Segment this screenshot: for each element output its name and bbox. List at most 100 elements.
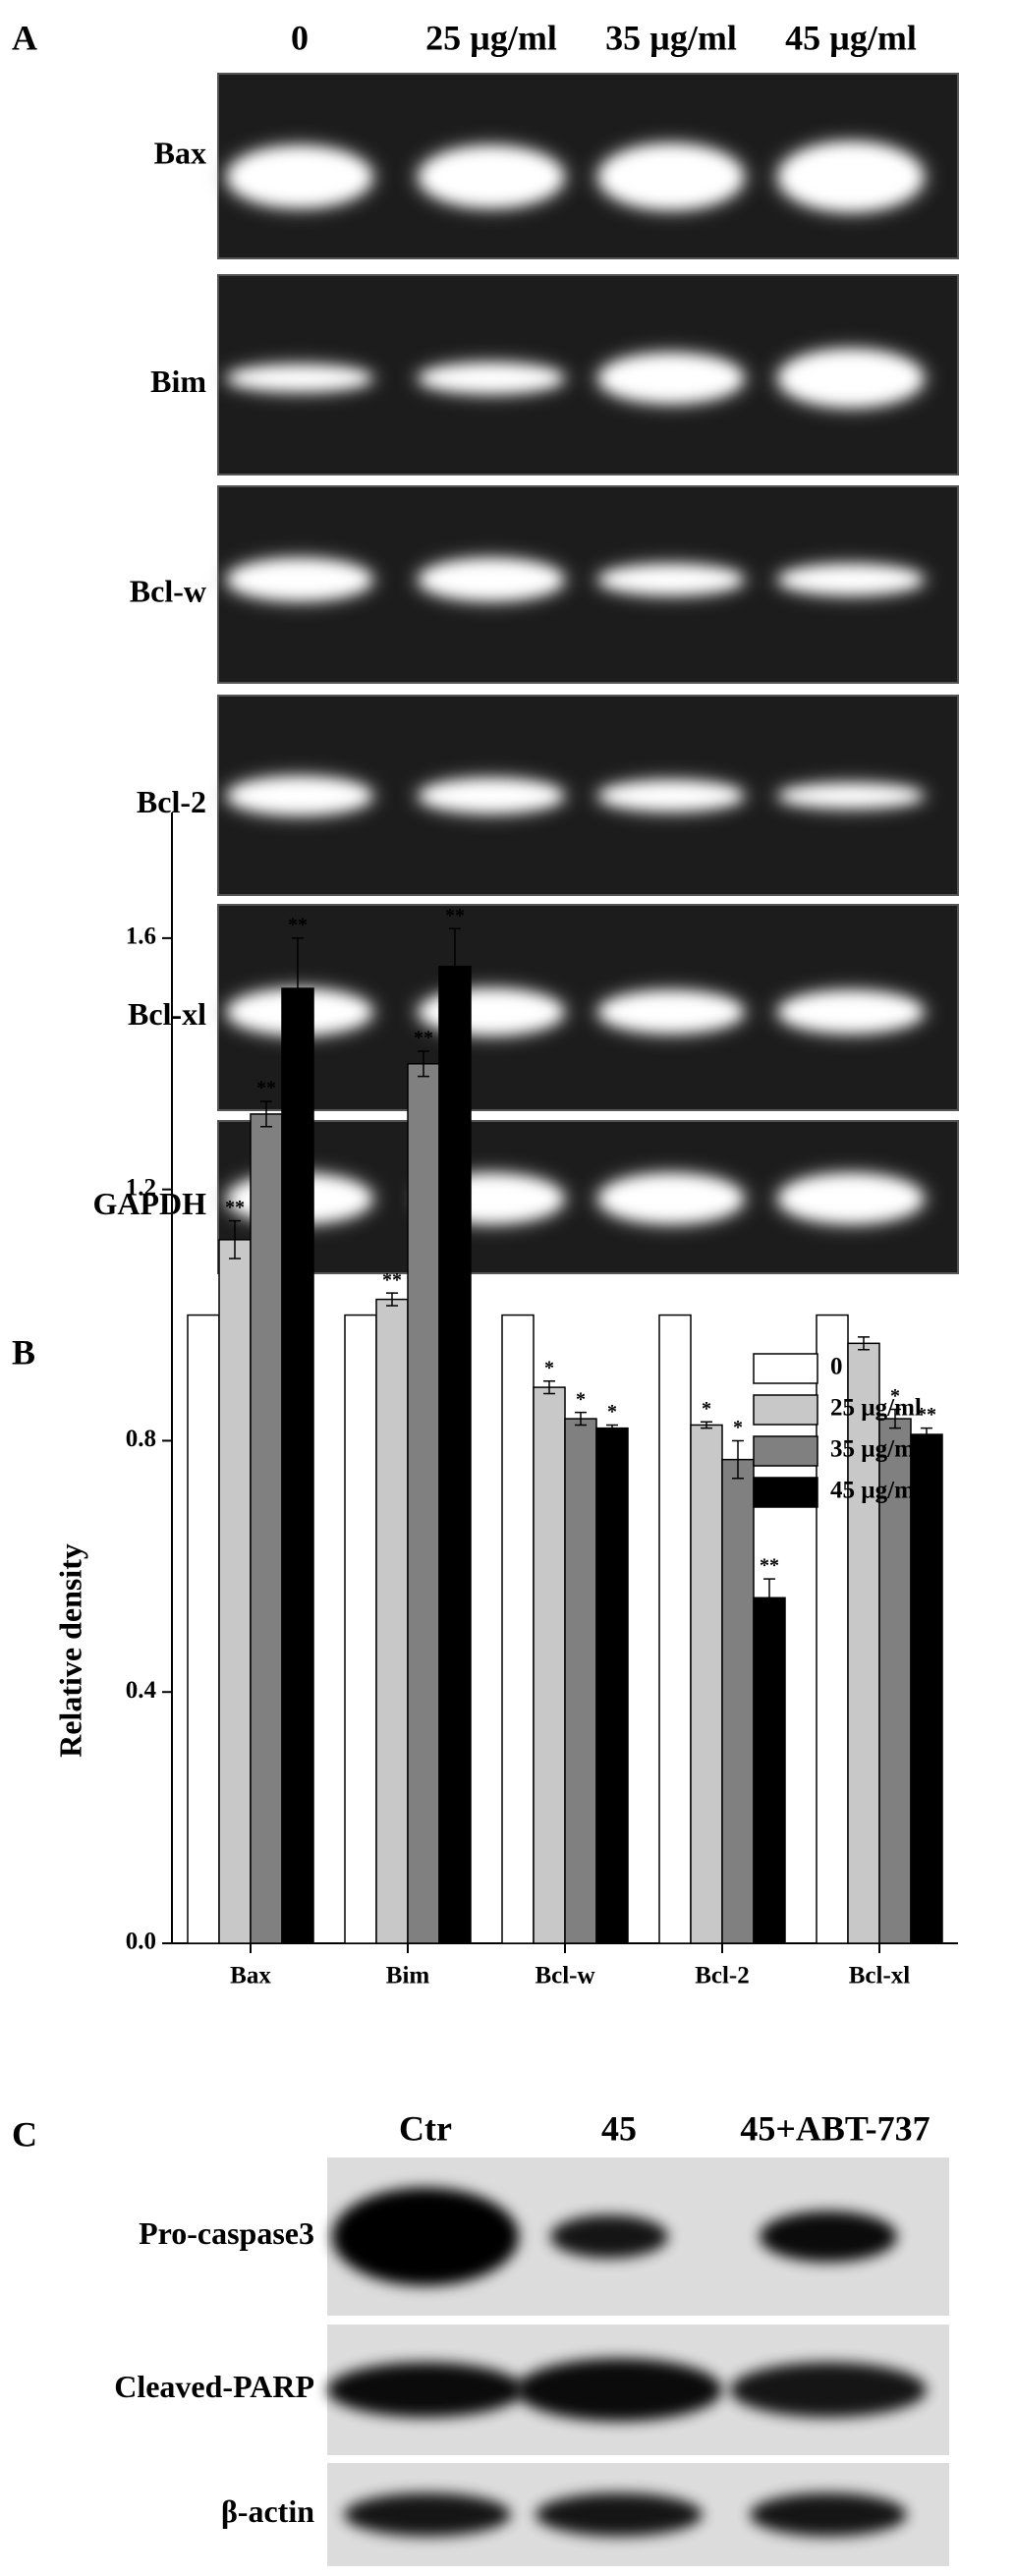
gel-band [229, 366, 370, 390]
significance-label: * [733, 1417, 743, 1438]
gel-band [421, 364, 562, 392]
significance-label: ** [414, 1028, 433, 1049]
legend-swatch [753, 1394, 818, 1426]
error-bar [763, 1578, 775, 1618]
y-tick-label: 0.0 [126, 1929, 156, 1955]
legend-label: 0 [830, 1354, 843, 1380]
gel-band [421, 147, 562, 206]
bar [375, 1298, 409, 1944]
error-bar [260, 1100, 272, 1128]
legend-label: 45 µg/ml [830, 1478, 922, 1504]
gel-band [229, 778, 370, 813]
column-header: 45 µg/ml [785, 18, 917, 57]
error-bar [292, 937, 304, 1039]
column-header: 35 µg/ml [605, 18, 737, 57]
legend-swatch [753, 1477, 818, 1508]
panel-label: A [12, 18, 37, 57]
gel-band [229, 560, 370, 599]
bar [564, 1418, 597, 1944]
blot-band [750, 2492, 907, 2537]
gel-band [780, 351, 922, 406]
significance-label: * [576, 1388, 586, 1410]
significance-label: ** [256, 1078, 276, 1099]
y-tick-label: 0.8 [126, 1426, 156, 1452]
error-bar [889, 1408, 901, 1429]
y-tick-label: 1.2 [126, 1174, 156, 1201]
gel-band [600, 566, 742, 593]
gel-band [780, 1175, 922, 1222]
blot-band [327, 2362, 524, 2418]
error-bar [858, 1336, 870, 1351]
column-header: 45+ABT-737 [740, 2108, 930, 2148]
column-header: Ctr [399, 2108, 452, 2148]
error-bar [449, 927, 461, 1005]
bar [250, 1113, 283, 1944]
gel-band [780, 992, 922, 1032]
gel-band [600, 992, 742, 1032]
significance-label: ** [382, 1269, 402, 1291]
error-bar [543, 1379, 555, 1395]
row-label: Bax [154, 135, 206, 170]
bar [501, 1314, 535, 1944]
error-bar [701, 1421, 712, 1429]
error-bar [229, 1219, 241, 1260]
legend-label: 35 µg/ml [830, 1436, 922, 1463]
panel-label: B [12, 1332, 35, 1372]
bar [910, 1433, 943, 1944]
y-tick-label: 1.6 [126, 924, 156, 950]
bar [438, 965, 472, 1944]
blot-band [344, 2492, 511, 2537]
gel-band [780, 566, 922, 593]
x-tick-label: Bcl-w [535, 1963, 594, 1989]
row-label: Pro-caspase3 [139, 2215, 314, 2251]
bar [187, 1314, 220, 1944]
significance-label: * [544, 1357, 554, 1378]
significance-label: ** [445, 905, 465, 926]
bar [658, 1314, 692, 1944]
error-bar [921, 1427, 932, 1442]
panel-b: B Relative density 0.00.40.81.21.6Bax***… [12, 812, 958, 1989]
panel-label: C [12, 2114, 37, 2154]
panel-a: A 0 25 µg/ml 35 µg/ml 45 µg/ml Bax Bim Bcl-w Bc… [12, 18, 959, 1274]
row-label: β-actin [221, 2493, 314, 2529]
column-header: 45 [601, 2108, 637, 2148]
blot-band [760, 2211, 897, 2263]
x-tick-label: Bax [230, 1963, 271, 1989]
bar [344, 1314, 377, 1944]
bar [721, 1458, 755, 1944]
legend-swatch [753, 1353, 818, 1384]
error-bar [732, 1439, 744, 1480]
gel-band [229, 147, 370, 206]
x-tick-label: Bcl-2 [695, 1963, 750, 1989]
row-label: Bcl-xl [128, 996, 206, 1032]
significance-label: ** [760, 1555, 779, 1577]
significance-label: * [890, 1385, 900, 1407]
bar [533, 1386, 566, 1944]
x-tick-label: Bcl-xl [849, 1963, 911, 1989]
blot-band [516, 2358, 722, 2422]
significance-label: ** [225, 1197, 245, 1218]
gel-band [421, 780, 562, 812]
blot-band [730, 2362, 927, 2418]
gel-band [600, 782, 742, 810]
error-bar [418, 1050, 429, 1078]
column-header: 0 [291, 18, 309, 57]
gel-band [600, 145, 742, 208]
gel-band [780, 785, 922, 807]
bar [281, 987, 314, 1944]
bar [595, 1427, 629, 1944]
x-tick-label: Bim [386, 1963, 430, 1989]
legend-swatch [753, 1435, 818, 1467]
y-axis-label: Relative density [52, 1543, 87, 1758]
bar [753, 1596, 786, 1944]
bar [847, 1342, 880, 1944]
row-label: Cleaved-PARP [114, 2369, 314, 2404]
blot-band [536, 2492, 703, 2537]
gel-band [780, 143, 922, 210]
blot-band [332, 2187, 519, 2286]
gel-band [421, 560, 562, 599]
column-header: 25 µg/ml [425, 18, 557, 57]
bar [816, 1314, 849, 1944]
error-bar [575, 1411, 587, 1427]
significance-label: ** [917, 1404, 936, 1426]
